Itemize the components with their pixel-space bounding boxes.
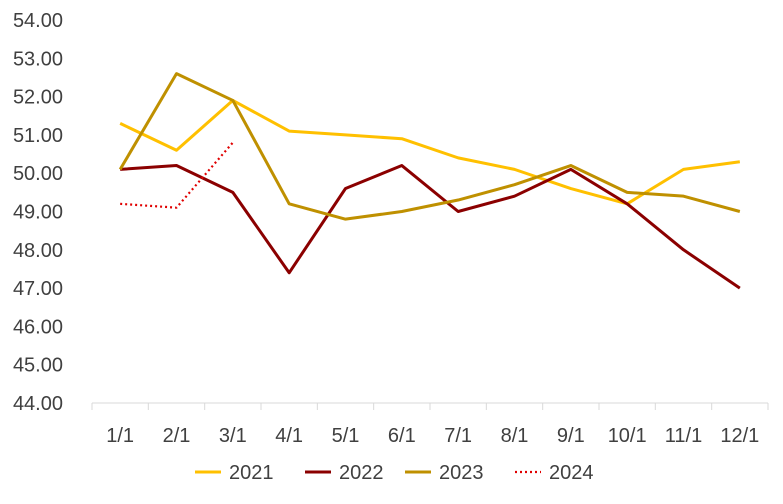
x-tick-label: 12/1 [720, 425, 759, 447]
legend-label-2022: 2022 [339, 462, 384, 484]
x-axis-labels: 1/1 2/1 3/1 4/1 5/1 6/1 7/1 8/1 9/1 10/1 11/1 12/1 [106, 425, 759, 447]
y-tick-label: 48.00 [13, 240, 63, 262]
series-lines [118, 72, 741, 290]
x-tick-label: 10/1 [608, 425, 647, 447]
legend-label-2023: 2023 [439, 462, 484, 484]
legend-label-2021: 2021 [229, 462, 274, 484]
legend-label-2024: 2024 [549, 462, 594, 484]
x-axis-ticks [91, 403, 769, 410]
y-tick-label: 50.00 [13, 163, 63, 185]
series-line-2024 [120, 141, 234, 209]
y-tick-label: 45.00 [13, 355, 63, 377]
y-tick-label: 54.00 [13, 10, 63, 32]
series-line-2022 [120, 164, 741, 290]
x-tick-label: 7/1 [444, 425, 472, 447]
y-tick-label: 52.00 [13, 87, 63, 109]
x-tick-label: 2/1 [163, 425, 191, 447]
x-tick-label: 11/1 [665, 425, 702, 447]
legend: 2021 2022 2023 2024 [195, 462, 594, 484]
x-tick-label: 5/1 [332, 425, 360, 447]
x-tick-label: 8/1 [501, 425, 529, 447]
series-line-2023 [118, 72, 741, 221]
y-tick-label: 53.00 [13, 48, 63, 70]
x-tick-label: 4/1 [275, 425, 303, 447]
x-tick-label: 9/1 [557, 425, 585, 447]
y-tick-label: 49.00 [13, 202, 63, 224]
y-tick-label: 46.00 [13, 316, 63, 338]
y-axis-labels: 44.00 45.00 46.00 47.00 48.00 49.00 50.00 51.00… [13, 10, 63, 415]
series-line-2021 [119, 98, 741, 206]
y-tick-label: 51.00 [13, 125, 63, 147]
y-tick-label: 47.00 [13, 278, 63, 300]
y-tick-label: 44.00 [13, 393, 63, 415]
x-tick-label: 1/1 [106, 425, 134, 447]
x-tick-label: 6/1 [388, 425, 416, 447]
x-tick-label: 3/1 [219, 425, 247, 447]
